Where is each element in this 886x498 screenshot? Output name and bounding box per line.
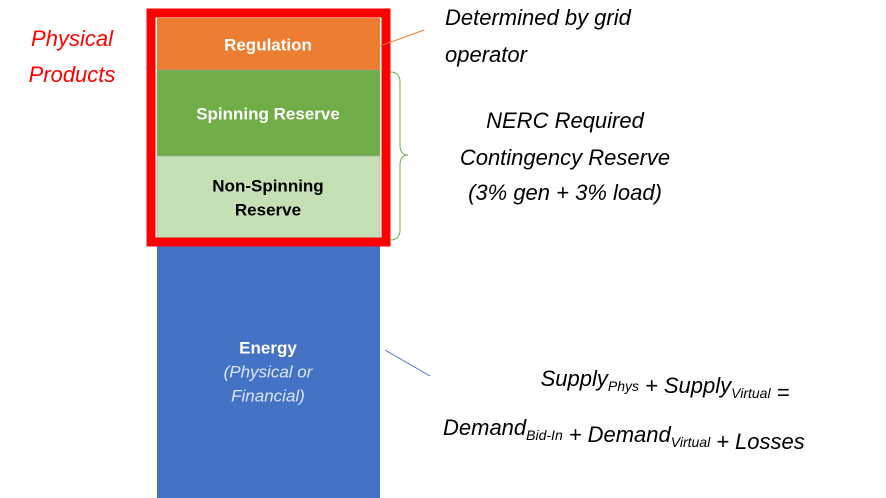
segment-label: Non-Spinning xyxy=(212,176,323,195)
segment-sublabel: (Physical or xyxy=(224,362,314,381)
equation-term: Demand xyxy=(588,422,672,447)
segment-label: Energy xyxy=(239,338,297,357)
physical-products-border xyxy=(146,8,391,247)
equation-term: Supply xyxy=(664,373,733,398)
equation: SupplyPhys + SupplyVirtual = xyxy=(541,366,790,405)
equation-term: + xyxy=(716,429,729,454)
equation: DemandBid-In + DemandVirtual + Losses xyxy=(443,415,805,454)
side-label: Physical xyxy=(31,26,114,51)
equation-term: Demand xyxy=(443,415,527,440)
side-label: Products xyxy=(29,62,116,87)
connector xyxy=(379,29,425,47)
equation-subscript: Phys xyxy=(608,378,639,394)
equation-term: Losses xyxy=(735,429,805,454)
annotation: NERC Required xyxy=(486,108,644,133)
equation-term: + xyxy=(645,373,658,398)
segment-sublabel: Financial) xyxy=(231,386,305,405)
equation-term: Supply xyxy=(541,366,610,391)
annotation: Determined by grid xyxy=(445,5,632,30)
brace xyxy=(389,71,409,241)
energy-block xyxy=(157,246,380,498)
connector xyxy=(384,349,431,377)
equation-subscript: Virtual xyxy=(671,434,711,450)
segment-label: Reserve xyxy=(235,200,301,219)
regulation-block xyxy=(157,18,380,70)
equation-subscript: Bid-In xyxy=(526,427,563,443)
non-spinning-block xyxy=(156,155,381,241)
equation-term: + xyxy=(569,422,582,447)
segment-label: Spinning Reserve xyxy=(196,104,340,123)
equation-term: = xyxy=(777,380,790,405)
equation-subscript: Virtual xyxy=(731,385,771,401)
annotation: (3% gen + 3% load) xyxy=(468,180,662,205)
annotation: operator xyxy=(445,42,529,67)
spinning-block xyxy=(156,69,381,157)
annotation: Contingency Reserve xyxy=(460,145,670,170)
segment-label: Regulation xyxy=(224,35,312,54)
